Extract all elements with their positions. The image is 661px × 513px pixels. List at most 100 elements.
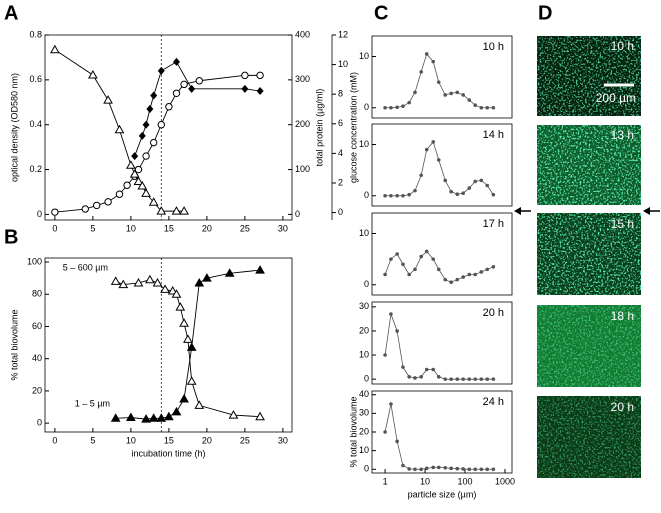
marker <box>461 467 465 471</box>
x-tick-label: 100 <box>457 476 472 486</box>
y2-tick-label: 0 <box>295 209 300 219</box>
marker <box>149 138 158 147</box>
y2-tick-label: 200 <box>295 119 310 129</box>
marker <box>443 93 448 97</box>
marker <box>419 374 423 379</box>
marker <box>413 467 417 472</box>
marker <box>449 189 453 194</box>
marker <box>389 193 393 198</box>
arrow <box>643 207 660 215</box>
marker <box>449 466 453 471</box>
marker <box>424 367 429 372</box>
y3-tick-label: 8 <box>338 89 343 99</box>
marker <box>436 465 441 470</box>
marker <box>141 414 151 423</box>
marker <box>401 365 405 369</box>
micrograph-label: 13 h <box>611 128 634 142</box>
x-tick-label: 30 <box>278 223 288 233</box>
y3-tick-label: 4 <box>338 148 343 158</box>
marker <box>485 377 490 381</box>
y-axis-label: % total biovolume <box>348 396 358 467</box>
marker <box>485 467 490 472</box>
plot-frame <box>371 212 513 296</box>
y3-tick-label: 2 <box>338 177 343 187</box>
marker <box>479 105 484 110</box>
marker <box>241 71 249 80</box>
y3-tick-label: 12 <box>338 29 348 39</box>
micrograph <box>537 125 641 205</box>
marker <box>383 193 387 198</box>
marker <box>228 410 239 419</box>
x-tick-label: 25 <box>240 435 250 445</box>
y-axis-label: optical density (OD580 nm) <box>9 73 19 182</box>
panel-time-label: 20 h <box>483 307 504 319</box>
marker <box>407 272 411 277</box>
marker <box>461 377 465 381</box>
marker <box>449 91 453 96</box>
marker <box>467 467 472 472</box>
marker <box>179 206 189 215</box>
y-tick-label: 30 <box>359 301 369 311</box>
x-tick-label: 0 <box>52 223 57 233</box>
marker <box>467 377 472 381</box>
micrograph-label: 18 h <box>611 309 634 323</box>
y-tick-label: 10 <box>359 349 369 359</box>
y-tick-label: 20 <box>359 325 369 335</box>
marker <box>436 158 441 162</box>
marker <box>126 160 136 169</box>
marker <box>157 120 165 129</box>
marker <box>419 467 423 472</box>
y-tick-label: 10 <box>359 51 369 61</box>
y-tick-label: 0 <box>364 464 369 474</box>
marker <box>157 66 165 75</box>
marker <box>431 140 436 144</box>
marker <box>186 376 197 385</box>
marker <box>401 463 405 468</box>
y-tick-label: 0 <box>364 374 369 384</box>
panel-label: D <box>538 2 552 24</box>
marker <box>413 188 417 193</box>
marker <box>491 467 496 472</box>
x-axis-label: particle size (µm) <box>408 489 477 499</box>
marker <box>115 190 124 198</box>
marker <box>389 257 393 261</box>
y3-tick-label: 10 <box>338 59 348 69</box>
marker <box>436 80 441 84</box>
marker <box>401 193 405 198</box>
y-tick-label: 10 <box>359 228 369 238</box>
micrograph <box>537 396 641 478</box>
marker <box>81 205 89 213</box>
y-tick-label: 60 <box>32 321 42 331</box>
micrograph-label: 10 h <box>611 39 634 53</box>
marker <box>103 95 113 104</box>
marker <box>171 289 182 298</box>
y-tick-label: 10 <box>359 445 369 455</box>
marker <box>172 57 180 66</box>
marker <box>413 90 417 95</box>
marker <box>407 467 411 471</box>
marker <box>183 334 193 343</box>
marker <box>455 466 460 471</box>
marker <box>491 265 496 269</box>
marker <box>455 90 460 95</box>
marker <box>134 165 143 174</box>
marker <box>424 147 429 152</box>
marker <box>443 377 448 381</box>
y-tick-label: 40 <box>359 389 369 399</box>
plot-frame <box>371 301 513 385</box>
x-axis-label: incubation time (h) <box>131 448 205 458</box>
y-axis-label: % total biovolume <box>9 309 19 380</box>
marker <box>131 152 139 161</box>
marker <box>180 80 188 89</box>
marker <box>443 465 448 470</box>
marker <box>145 274 155 284</box>
marker <box>424 466 429 471</box>
marker <box>156 413 167 422</box>
marker <box>436 267 441 272</box>
marker <box>473 377 478 381</box>
x-tick-label: 5 <box>90 223 95 233</box>
marker <box>152 277 163 287</box>
marker <box>485 267 490 272</box>
y2-tick-label: 400 <box>295 29 310 39</box>
